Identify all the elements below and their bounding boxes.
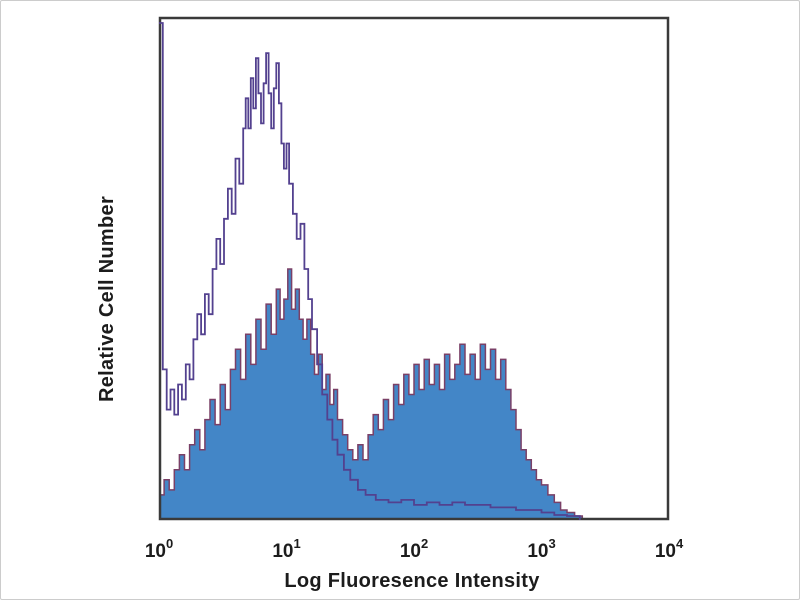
histogram-line-layer <box>159 22 581 520</box>
filled-blue-histogram-fill <box>159 269 583 520</box>
x-tick-label: 101 <box>272 536 300 562</box>
y-axis-label: Relative Cell Number <box>96 196 118 402</box>
filled-blue-histogram-edge <box>159 268 584 520</box>
plot-frame <box>158 16 670 521</box>
x-tick-labels: 100 101 102 103 104 <box>145 536 684 562</box>
x-tick-label: 103 <box>527 536 555 562</box>
x-axis-label: Log Fluoresence Intensity <box>284 570 540 592</box>
x-tick-label: 102 <box>400 536 428 562</box>
x-tick-label: 104 <box>655 536 684 562</box>
histogram-fill-layer <box>159 268 584 520</box>
x-tick-label: 100 <box>145 536 173 562</box>
open-purple-histogram-line <box>159 22 581 520</box>
